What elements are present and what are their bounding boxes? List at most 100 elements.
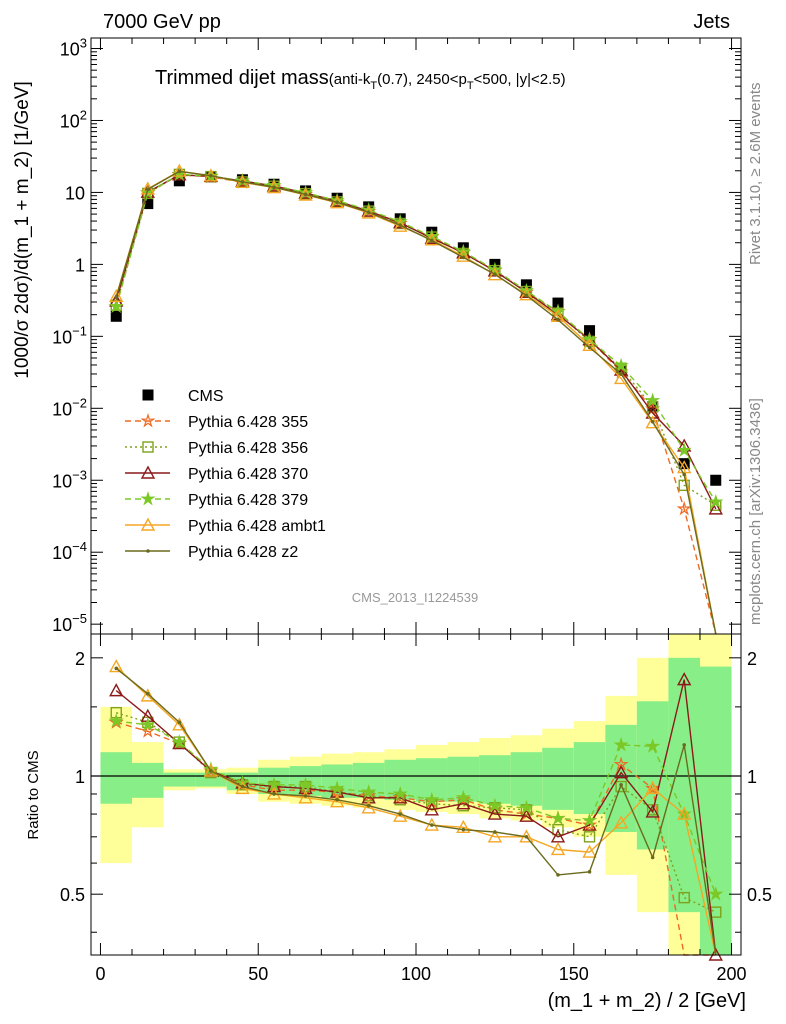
data-point <box>424 228 440 243</box>
legend-label: CMS <box>188 388 224 405</box>
ratio-point <box>644 780 661 795</box>
data-point <box>678 479 690 492</box>
ratio-point <box>645 804 660 818</box>
data-point <box>145 187 150 192</box>
legend-marker <box>142 389 154 401</box>
legend-item: Pythia 6.428 ambt1 <box>125 517 326 535</box>
ratio-point <box>493 830 497 834</box>
ratio-point <box>552 823 564 836</box>
ratio-point <box>678 891 690 904</box>
ratio-point <box>613 765 629 779</box>
main-plot-panel: 10−5 10−4 10−3 10−2 10−1 1 10 102 103 <box>52 36 742 635</box>
legend-marker <box>140 465 156 479</box>
ratio-band-inner <box>699 666 732 955</box>
x-tick-label: 200 <box>717 964 747 984</box>
ratio-point <box>487 806 503 820</box>
data-point <box>335 200 339 205</box>
data-point <box>114 295 119 299</box>
ratio-point <box>581 812 598 828</box>
data-point <box>708 501 723 515</box>
ratio-point <box>424 791 440 807</box>
data-point <box>650 419 655 424</box>
ratio-ytick-label-right: 1 <box>747 767 757 787</box>
data-point <box>556 317 560 322</box>
ratio-band-inner <box>510 752 543 806</box>
header-jets-label: Jets <box>693 11 730 33</box>
series-line <box>115 170 717 635</box>
ratio-point <box>361 800 376 814</box>
legend-label: Pythia 6.428 z2 <box>188 544 298 561</box>
ratio-ylabel: Ratio to CMS <box>25 750 42 839</box>
data-point <box>398 223 403 228</box>
data-point <box>524 293 529 298</box>
ratio-point <box>109 659 124 673</box>
ratio-point <box>619 782 623 787</box>
ratio-point <box>109 683 124 697</box>
ratio-point <box>140 688 155 702</box>
series-pythia-6-428-z2 <box>114 169 717 635</box>
legend-item: Pythia 6.428 370 <box>125 465 308 483</box>
ratio-point <box>550 841 566 856</box>
data-point <box>708 493 724 509</box>
legend-item: CMS <box>142 388 224 405</box>
rivet-label: Rivet 3.1.10, ≥ 2.6M events <box>747 83 764 266</box>
main-ytick-label: 10−3 <box>52 467 87 491</box>
data-point <box>393 218 408 232</box>
x-tick-label: 150 <box>559 964 589 984</box>
ratio-band-inner <box>573 742 606 815</box>
data-point <box>110 310 122 322</box>
data-point <box>682 472 687 477</box>
ratio-line <box>115 667 717 956</box>
main-ytick-label: 10−5 <box>52 611 87 635</box>
ratio-ytick-label-right: 0.5 <box>747 885 772 905</box>
ratio-point <box>677 806 692 820</box>
ratio-line <box>116 720 717 895</box>
data-point <box>676 500 692 516</box>
ratio-point <box>582 844 597 858</box>
ratio-point <box>329 780 345 795</box>
series-pythia-6-428-370 <box>109 167 723 515</box>
legend-marker <box>140 490 156 506</box>
x-tick-label: 100 <box>401 964 431 984</box>
data-point <box>587 345 592 350</box>
data-point <box>644 392 661 408</box>
main-ytick-label: 1 <box>75 255 85 275</box>
ratio-point <box>240 784 245 789</box>
ratio-point <box>392 785 408 801</box>
legend-marker <box>140 412 156 428</box>
series-line <box>115 174 717 510</box>
ratio-point <box>456 819 471 834</box>
ratio-point <box>298 776 314 792</box>
data-point <box>710 474 722 486</box>
ratio-point <box>172 717 187 731</box>
legend-label: Pythia 6.428 356 <box>188 440 308 457</box>
ratio-point <box>556 873 560 877</box>
series-pythia-6-428-356 <box>110 168 722 511</box>
legend-item: Pythia 6.428 379 <box>125 490 308 509</box>
ratio-band-inner <box>163 772 196 787</box>
series-cms <box>110 171 722 486</box>
ratio-point <box>518 799 534 815</box>
legend-item: Pythia 6.428 356 <box>125 440 308 457</box>
ratio-point <box>177 720 182 725</box>
ratio-point <box>524 835 529 839</box>
ratio-point <box>272 792 276 796</box>
data-point <box>645 415 660 429</box>
ratio-ytick-label: 0.5 <box>60 885 85 905</box>
ratio-point <box>209 769 213 773</box>
data-point <box>552 297 564 309</box>
ratio-ytick-label: 2 <box>75 649 85 669</box>
ratio-band-inner <box>132 762 164 798</box>
plot-title: Trimmed dijet mass(anti-kT(0.7), 2450<pT… <box>155 67 566 92</box>
ratio-point <box>644 738 661 753</box>
legend-item: Pythia 6.428 355 <box>125 412 308 431</box>
ratio-point <box>581 817 598 832</box>
data-point <box>240 180 245 184</box>
data-point <box>303 192 308 197</box>
ratio-point <box>303 794 308 798</box>
ratio-point <box>424 802 439 816</box>
data-point <box>676 442 692 457</box>
ratio-point <box>329 794 345 808</box>
main-ytick-label: 10−1 <box>52 323 87 347</box>
